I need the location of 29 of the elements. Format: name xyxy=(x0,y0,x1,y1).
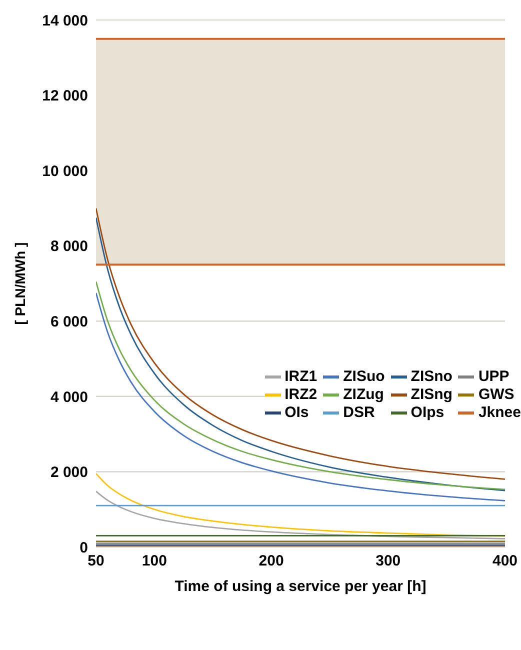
legend-label: UPP xyxy=(478,368,510,385)
x-tick-label: 50 xyxy=(88,552,104,570)
x-axis-title: Time of using a service per year [h] xyxy=(174,578,426,595)
y-tick-label: 0 xyxy=(80,539,88,556)
line-series xyxy=(96,472,505,537)
y-tick-label: 10 000 xyxy=(42,162,88,180)
legend-label: OIps xyxy=(410,404,444,421)
line-series xyxy=(96,490,505,540)
y-tick-label: 14 000 xyxy=(42,12,88,30)
legend-label: ZISno xyxy=(410,368,452,385)
legend-label: GWS xyxy=(478,386,514,403)
x-tick-label: 300 xyxy=(376,552,401,570)
y-tick-label: 12 000 xyxy=(42,88,88,105)
y-tick-label: 6 000 xyxy=(50,313,88,330)
legend-label: IRZ1 xyxy=(284,368,318,385)
y-tick-label: 4 000 xyxy=(50,388,88,406)
x-tick-label: 200 xyxy=(258,552,284,570)
legend-label: ZIZug xyxy=(343,386,384,403)
legend-label: ZISng xyxy=(410,386,452,403)
y-tick-label: 2 000 xyxy=(50,464,88,482)
legend-label: IRZ2 xyxy=(284,386,318,403)
legend-label: ZISuo xyxy=(343,368,385,385)
legend-label: DSR xyxy=(343,404,375,421)
y-tick-label: 8 000 xyxy=(50,238,88,256)
legend-label: Jknee xyxy=(478,404,521,421)
legend-label: OIs xyxy=(284,404,309,421)
x-tick-label: 100 xyxy=(142,552,167,570)
y-axis-title: [ PLN/MWh ] xyxy=(12,242,28,325)
x-tick-label: 400 xyxy=(492,552,518,570)
